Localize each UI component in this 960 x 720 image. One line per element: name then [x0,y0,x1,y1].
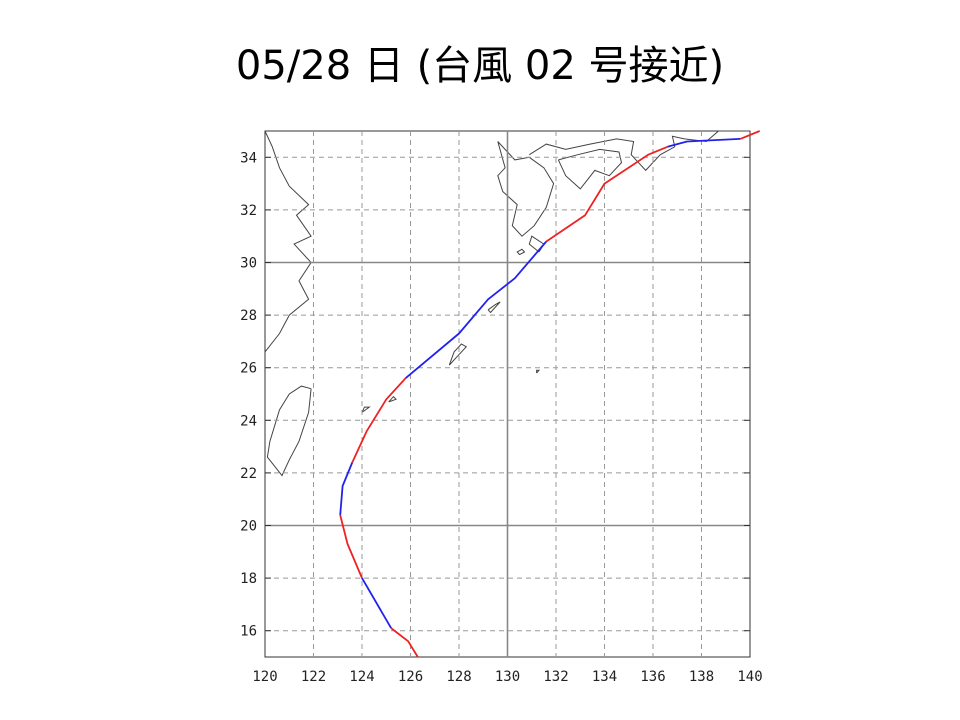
miyako-islands [388,395,397,403]
latitude-label: 24 [240,413,257,429]
longitude-label: 122 [301,669,326,685]
latitude-label: 20 [240,519,257,535]
latitude-label: 34 [240,150,257,166]
longitude-label: 138 [689,669,714,685]
track-segment-red [339,514,363,579]
latitude-label: 22 [240,466,257,482]
kyushu-coast [497,141,555,237]
track-segment-red [545,145,668,243]
latitude-label: 28 [240,308,257,324]
track-segment-red [351,377,407,463]
track-segment-red [739,130,761,140]
kikai-shima [528,235,545,253]
grid-layer [265,131,750,657]
longitude-label: 134 [592,669,617,685]
china-coast-north [264,130,312,353]
longitude-label: 120 [252,669,277,685]
latitude-label: 32 [240,203,257,219]
latitude-tick-labels: 16 18 20 22 24 26 28 30 32 34 [240,150,257,639]
longitude-label: 136 [640,669,665,685]
longitude-label: 124 [349,669,374,685]
latitude-label: 30 [240,256,257,272]
coastline-layer [264,130,750,477]
longitude-tick-labels: 120 122 124 126 128 130 132 134 136 138 140 [252,669,762,685]
track-segment-red [390,627,419,658]
daito-islands [536,369,541,374]
latitude-label: 18 [240,571,257,587]
yakushima [516,248,526,256]
slide-title: 05/28 日 (台風 02 号接近) [235,43,725,89]
ishigaki-islands [361,406,371,413]
longitude-label: 130 [495,669,520,685]
latitude-label: 16 [240,624,257,640]
longitude-label: 140 [737,669,762,685]
track-segment-blue [339,462,354,516]
amami-oshima [487,301,501,314]
okinawa [448,343,468,366]
longitude-label: 132 [543,669,568,685]
typhoon-track [339,130,761,658]
longitude-label: 128 [446,669,471,685]
track-segment-blue [667,138,741,148]
shikoku-coast [557,148,623,190]
taiwan-coast [266,385,312,477]
track-segment-blue [405,240,547,379]
honshu-coast [529,130,750,172]
track-segment-blue [361,577,392,629]
longitude-label: 126 [398,669,423,685]
latitude-label: 26 [240,361,257,377]
